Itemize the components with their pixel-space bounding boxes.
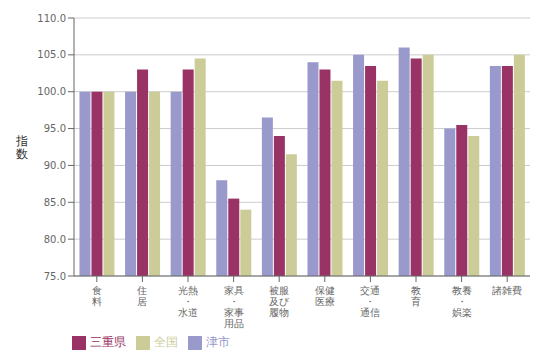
svg-text:諸雑費: 諸雑費 <box>492 285 522 296</box>
svg-text:教養・娯楽: 教養・娯楽 <box>452 285 472 318</box>
html-text:全国: 全国 <box>154 335 178 349</box>
html-text:津市: 津市 <box>206 335 230 349</box>
svg-text:75.0: 75.0 <box>44 271 66 282</box>
svg-text:100.0: 100.0 <box>37 86 66 97</box>
svg-text:80.0: 80.0 <box>44 234 66 245</box>
svg-text:被服及び履物: 被服及び履物 <box>269 285 290 318</box>
svg-text:90.0: 90.0 <box>44 160 66 171</box>
svg-text:住居: 住居 <box>137 285 147 307</box>
svg-text:交通・通信: 交通・通信 <box>360 285 380 318</box>
svg-text:105.0: 105.0 <box>37 49 66 60</box>
svg-text:95.0: 95.0 <box>44 123 66 134</box>
svg-text:85.0: 85.0 <box>44 197 66 208</box>
svg-text:教育: 教育 <box>411 285 421 307</box>
svg-text:光熱・水道: 光熱・水道 <box>178 285 198 318</box>
svg-text:家具・家事用品: 家具・家事用品 <box>224 285 244 329</box>
html-text:三重県: 三重県 <box>90 335 126 349</box>
svg-text:食料: 食料 <box>92 285 102 307</box>
svg-text:指数: 指数 <box>15 134 28 161</box>
svg-text:110.0: 110.0 <box>37 13 66 24</box>
svg-text:保健医療: 保健医療 <box>315 285 335 307</box>
